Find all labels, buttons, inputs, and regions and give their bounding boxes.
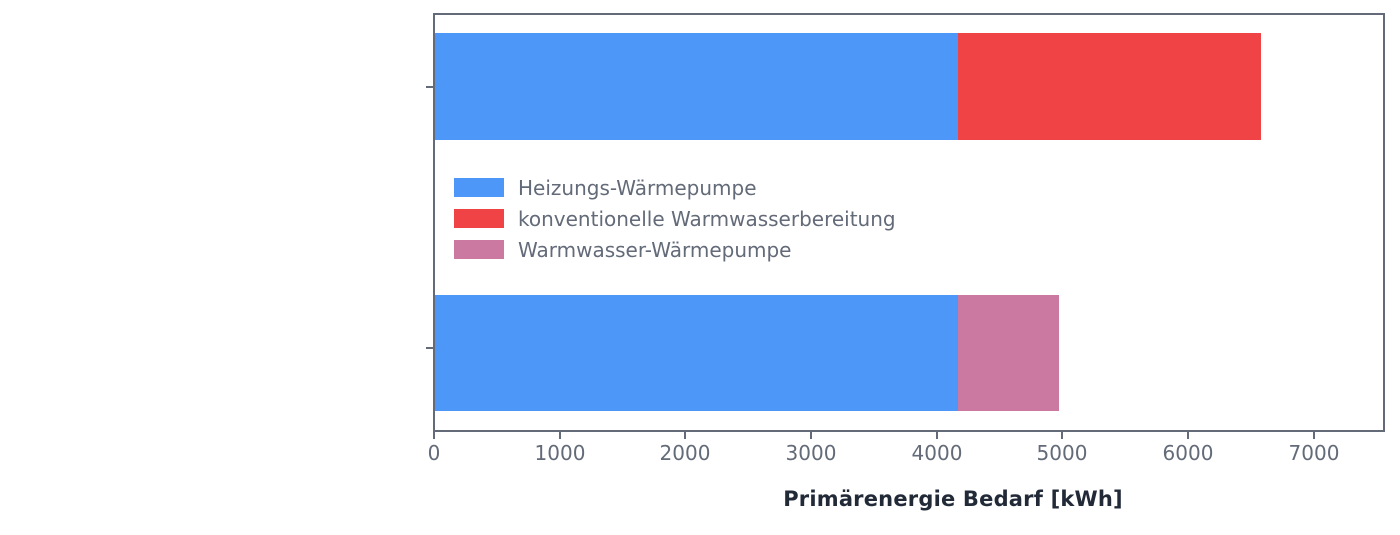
x-axis-label: Primärenergie Bedarf [kWh] [783,487,1123,511]
legend-label-heizungs-waermepumpe: Heizungs-Wärmepumpe [518,175,757,200]
bar-segment-heizungs-waermepumpe-0[interactable] [435,33,958,140]
x-tick-mark-3 [810,432,813,439]
x-tick-label-4: 4000 [911,441,963,465]
bar-segment-heizungs-waermepumpe-1[interactable] [435,295,958,411]
x-tick-mark-7 [1313,432,1316,439]
bar-row-0[interactable] [435,33,1261,140]
x-axis-label-wrapper: Primärenergie Bedarf [kWh] [0,463,1400,535]
legend-label-warmwasser-waermepumpe: Warmwasser-Wärmepumpe [518,237,792,262]
x-tick-label-2: 2000 [659,441,711,465]
y-tick-mark-0 [426,86,433,89]
bar-segment-warmwasser-waermepumpe-1[interactable] [958,295,1059,411]
x-tick-mark-6 [1187,432,1190,439]
x-tick-label-6: 6000 [1162,441,1214,465]
plot-area: Heizungs-Wärmepumpe konventionelle Warmw… [433,13,1385,432]
x-tick-label-3: 3000 [785,441,837,465]
x-tick-mark-5 [1061,432,1064,439]
x-tick-mark-0 [433,432,436,439]
legend-item-heizungs-waermepumpe[interactable]: Heizungs-Wärmepumpe [454,172,896,203]
legend-label-konventionelle-warmwasserbereitung: konventionelle Warmwasserbereitung [518,206,896,231]
legend-swatch-warmwasser-waermepumpe [454,240,504,259]
chart-legend: Heizungs-Wärmepumpe konventionelle Warmw… [454,172,896,265]
bar-segment-konventionelle-warmwasserbereitung-0[interactable] [958,33,1261,140]
bar-row-1[interactable] [435,295,1059,411]
x-tick-label-0: 0 [427,441,441,465]
legend-swatch-heizungs-waermepumpe [454,178,504,197]
x-tick-mark-2 [684,432,687,439]
legend-swatch-konventionelle-warmwasserbereitung [454,209,504,228]
chart-figure: Heizungs-Wärmepumpe mit konv. Warmwasser… [426,13,1385,511]
x-tick-mark-1 [559,432,562,439]
y-tick-mark-1 [426,347,433,350]
x-tick-mark-4 [936,432,939,439]
x-tick-label-5: 5000 [1036,441,1088,465]
x-tick-label-1: 1000 [534,441,586,465]
legend-item-warmwasser-waermepumpe[interactable]: Warmwasser-Wärmepumpe [454,234,896,265]
legend-item-konventionelle-warmwasserbereitung[interactable]: konventionelle Warmwasserbereitung [454,203,896,234]
x-tick-label-7: 7000 [1288,441,1340,465]
plot-inner: Heizungs-Wärmepumpe konventionelle Warmw… [435,15,1383,430]
